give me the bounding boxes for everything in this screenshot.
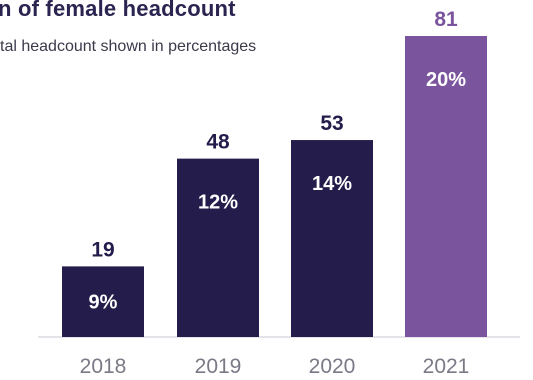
value-label-2021: 81 bbox=[434, 8, 458, 31]
bar-2019 bbox=[177, 158, 259, 337]
x-tick-label-2020: 2020 bbox=[309, 355, 356, 378]
x-tick-label-2018: 2018 bbox=[80, 355, 127, 378]
percent-label-2020: 14% bbox=[312, 173, 352, 195]
value-label-2018: 19 bbox=[91, 238, 114, 261]
bar-2018 bbox=[62, 266, 144, 337]
percent-label-2019: 12% bbox=[198, 192, 238, 214]
bars-group: 19 9% 2018 48 12% 2019 53 14% 2020 81 20% 2021 bbox=[62, 8, 487, 378]
chart-subtitle: tal headcount shown in percentages bbox=[0, 38, 257, 55]
bar-2021 bbox=[405, 36, 487, 337]
x-tick-label-2019: 2019 bbox=[195, 355, 242, 378]
x-tick-label-2021: 2021 bbox=[423, 355, 470, 378]
chart-title: n of female headcount bbox=[0, 0, 236, 21]
bar-2020 bbox=[291, 140, 373, 337]
percent-label-2021: 20% bbox=[426, 69, 466, 91]
percent-label-2018: 9% bbox=[89, 292, 118, 314]
value-label-2020: 53 bbox=[320, 112, 343, 135]
value-label-2019: 48 bbox=[206, 131, 230, 154]
